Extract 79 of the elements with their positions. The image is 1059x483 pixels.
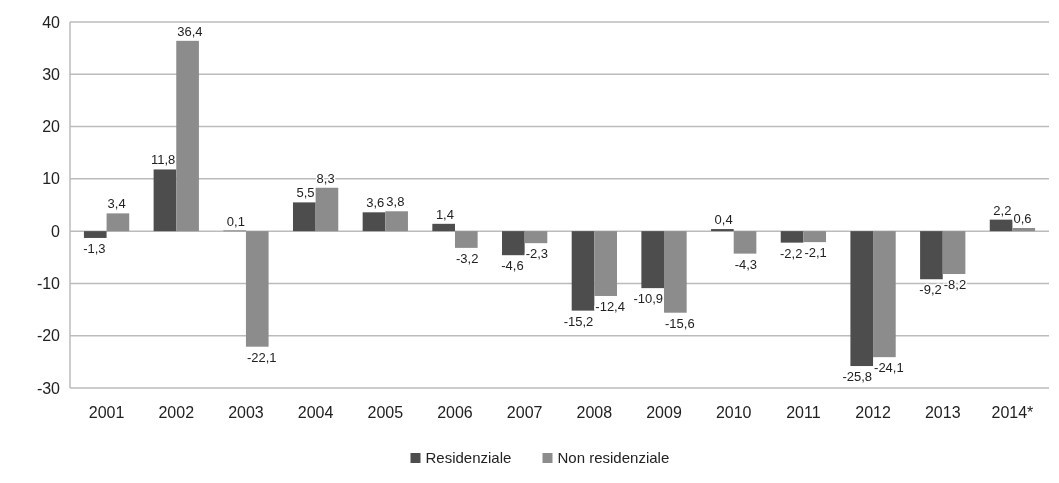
data-label: 2,2 [993, 202, 1012, 218]
x-tick-label: 2013 [924, 404, 961, 421]
x-tick-label: 2006 [437, 404, 473, 421]
y-tick-label: 30 [42, 65, 61, 83]
y-tick-label: -10 [36, 275, 61, 293]
bar [502, 231, 525, 256]
bar [292, 202, 316, 232]
data-label: 0,6 [1013, 211, 1032, 227]
bar [1012, 228, 1036, 232]
bar [641, 231, 665, 289]
y-tick-label: -30 [36, 379, 61, 397]
data-label: -10,9 [633, 291, 664, 307]
x-tick-label: 2005 [367, 404, 404, 421]
bar [571, 231, 595, 311]
data-label: -15,6 [665, 315, 695, 331]
legend-label: Non residenziale [557, 449, 670, 466]
data-label: 1,4 [435, 206, 454, 222]
y-tick-label: 40 [42, 13, 61, 31]
bar [83, 231, 107, 238]
data-label: 0,4 [714, 212, 733, 228]
x-tick-label: 2002 [158, 404, 195, 421]
data-label: 36,4 [177, 23, 203, 39]
bar [664, 231, 687, 313]
data-label: -22,1 [246, 349, 277, 365]
x-tick-label: 2001 [88, 404, 125, 421]
bar [920, 231, 943, 280]
x-tick-label: 2003 [228, 404, 264, 421]
data-label: 11,8 [150, 152, 176, 168]
bar [524, 231, 548, 244]
data-label: -9,2 [919, 282, 942, 298]
x-tick-label: 2014* [991, 404, 1034, 421]
bar [594, 231, 617, 296]
bar [873, 231, 896, 358]
bar [315, 187, 339, 232]
bar [780, 231, 804, 243]
bar [432, 223, 455, 232]
bar [385, 211, 408, 232]
data-label: 8,3 [316, 170, 335, 186]
data-label: 5,5 [296, 185, 315, 201]
bar [733, 231, 757, 254]
bar [245, 231, 269, 347]
data-label: -8,2 [943, 277, 967, 293]
y-tick-label: 10 [42, 170, 61, 188]
bar [454, 231, 478, 248]
data-label: -1,3 [83, 240, 106, 256]
x-tick-label: 2007 [506, 404, 543, 421]
data-label: 0,1 [226, 213, 245, 229]
y-tick-label: -20 [36, 327, 61, 345]
data-label: -2,1 [804, 245, 827, 261]
legend-label: Residenziale [425, 449, 512, 466]
data-label: 3,6 [366, 195, 385, 211]
bar [711, 229, 734, 232]
data-label: 3,4 [107, 196, 126, 212]
x-tick-label: 2004 [297, 404, 334, 421]
x-tick-label: 2011 [786, 404, 821, 421]
data-label: -4,6 [501, 258, 524, 274]
data-label: -2,2 [779, 245, 803, 261]
bar [850, 231, 874, 367]
data-label: -25,8 [842, 369, 873, 385]
bar [106, 213, 130, 232]
data-label: -12,4 [595, 298, 625, 314]
data-label: -2,3 [525, 246, 549, 262]
x-tick-label: 2012 [855, 404, 891, 421]
data-label: -4,3 [734, 256, 758, 272]
x-tick-label: 2008 [576, 404, 613, 421]
bar [176, 40, 199, 232]
bar [153, 169, 177, 232]
data-label: -24,1 [874, 360, 904, 376]
data-label: -3,2 [455, 250, 479, 266]
x-tick-label: 2009 [646, 404, 682, 421]
data-label: 3,8 [386, 194, 405, 210]
x-tick-label: 2010 [715, 404, 752, 421]
bar [803, 231, 827, 243]
bar [989, 219, 1013, 232]
bar [362, 212, 386, 232]
data-label: -15,2 [563, 313, 594, 329]
y-tick-label: 0 [51, 222, 61, 240]
bar [942, 231, 966, 275]
y-tick-label: 20 [42, 118, 61, 136]
